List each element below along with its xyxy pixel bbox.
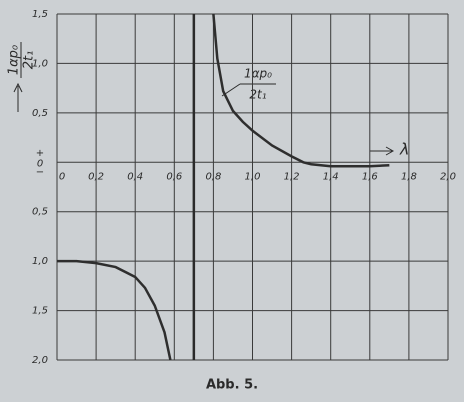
zero-sign: + [36,148,44,159]
y-tick-label: 1,5 [32,9,48,20]
x-tick-label: 0,8 [205,171,221,182]
x-tick-label: 1,0 [245,171,261,182]
y-tick-label: 0,5 [32,207,48,218]
curve-label-denominator: 2t₁ [249,88,266,102]
y-tick-label: 1,5 [32,306,48,317]
y-tick-label: 0,5 [32,108,48,119]
x-tick-label: 0,6 [166,171,182,182]
curve [212,13,390,168]
curve-label-numerator: 1αp₀ [244,67,272,81]
curve [57,259,172,361]
caption: Abb. 5. [206,378,258,393]
x-tick-label: 0,4 [127,171,143,182]
y-label-denominator: 2t₁ [22,51,37,70]
x-tick-label: 1,2 [284,171,300,182]
x-tick-label: 1,8 [401,171,417,182]
x-tick-label: 0,2 [88,171,104,182]
x-tick-label: 2,0 [440,171,456,182]
y-axis-label: 1αp₀ 2t₁ [7,42,37,78]
x-tick-label: 1,4 [323,171,339,182]
y-tick-label: 1,0 [32,256,48,267]
y-tick-label: 1,0 [32,58,48,69]
y-tick-label: 2,0 [32,355,48,366]
y-label-numerator: 1αp₀ [7,44,22,75]
x-tick-label: 1,6 [362,171,378,182]
y-tick-label: 0 [37,158,43,169]
zero-sign: − [36,167,44,178]
x-axis-label: λ [399,140,409,159]
x-tick-label: 0 [59,171,65,182]
y-arrow [13,82,23,112]
x-arrow [370,146,395,156]
